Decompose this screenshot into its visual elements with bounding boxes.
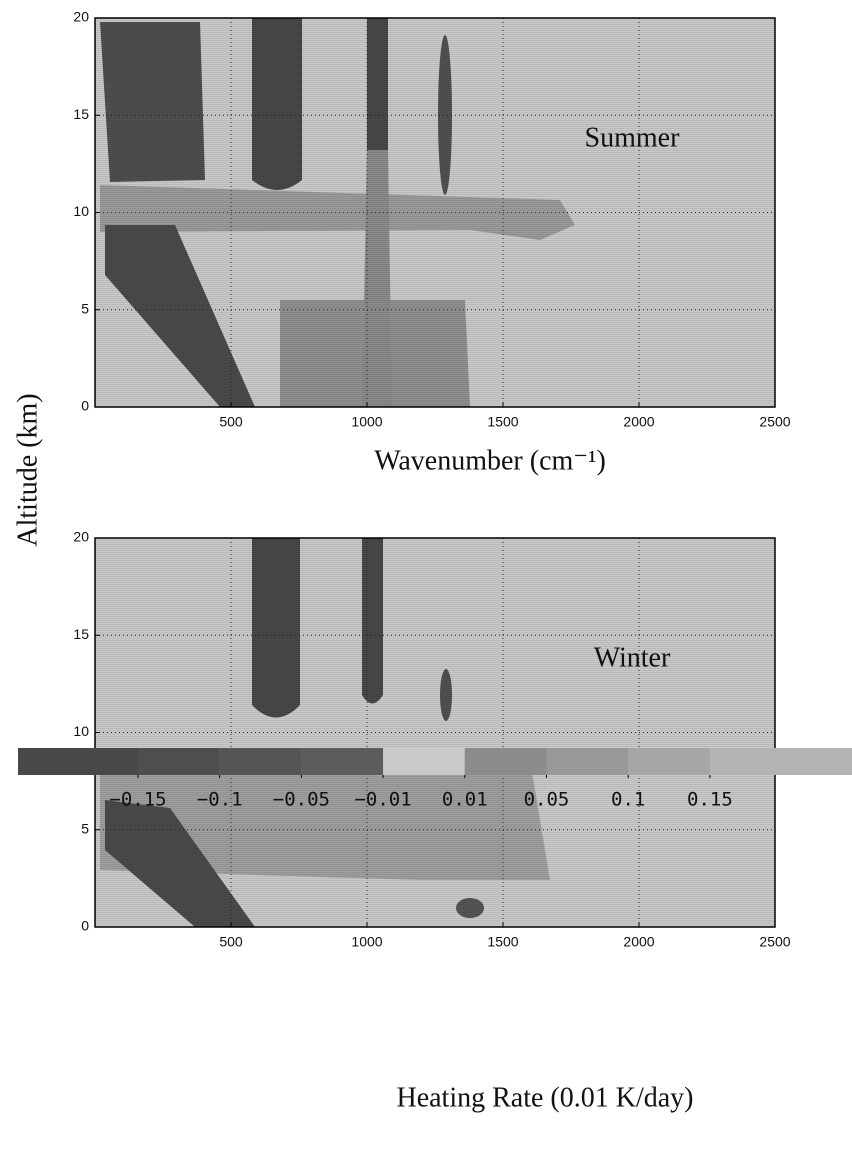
colorbar-label: Heating Rate (0.01 K/day) [396, 1082, 693, 1113]
x-axis-label: Wavenumber (cm⁻¹) [374, 445, 606, 476]
y-tick-label: 20 [73, 529, 89, 545]
y-tick-label: 10 [73, 203, 89, 219]
y-tick-label: 0 [81, 918, 89, 934]
x-tick-label: 1000 [351, 414, 382, 430]
colorbar-tick-label: 0.05 [524, 789, 570, 811]
colorbar-segment [546, 748, 629, 775]
panel-annotation: Winter [594, 642, 671, 673]
y-tick-label: 15 [73, 626, 89, 642]
colorbar-tick-label: −0.01 [354, 789, 411, 811]
x-tick-label: 2000 [623, 414, 654, 430]
colorbar-tick-label: 0.1 [611, 789, 645, 811]
colorbar-tick-label: −0.1 [197, 789, 243, 811]
y-tick-label: 10 [73, 723, 89, 739]
x-tick-label: 1500 [487, 934, 518, 950]
x-tick-label: 500 [219, 934, 243, 950]
colorbar-segment [138, 748, 220, 775]
colorbar-segment [301, 748, 384, 775]
colorbar-segment [219, 748, 302, 775]
colorbar-tick-label: 0.01 [442, 789, 488, 811]
colorbar-segment [383, 748, 465, 775]
x-tick-label: 500 [219, 414, 243, 430]
colorbar-tick-label: 0.15 [687, 789, 733, 811]
colorbar-segment [628, 748, 710, 775]
x-tick-label: 2500 [759, 934, 790, 950]
panel-annotation: Summer [585, 122, 681, 153]
colorbar-tick-label: −0.15 [109, 789, 166, 811]
y-tick-label: 20 [73, 9, 89, 25]
x-tick-label: 2500 [759, 414, 790, 430]
x-tick-label: 1000 [351, 934, 382, 950]
y-tick-label: 0 [81, 398, 89, 414]
heatmap-field [95, 18, 775, 407]
colorbar-segment [464, 748, 547, 775]
y-axis-label: Altitude (km) [12, 393, 43, 546]
y-tick-label: 5 [81, 300, 89, 316]
x-tick-label: 2000 [623, 934, 654, 950]
plot-frame [94, 17, 776, 408]
y-tick-label: 5 [81, 820, 89, 836]
plot-frame [94, 537, 776, 928]
colorbar-tick-label: −0.05 [273, 789, 330, 811]
y-tick-label: 15 [73, 106, 89, 122]
colorbar-segment [709, 748, 852, 775]
x-tick-label: 1500 [487, 414, 518, 430]
colorbar-segment [18, 748, 138, 775]
